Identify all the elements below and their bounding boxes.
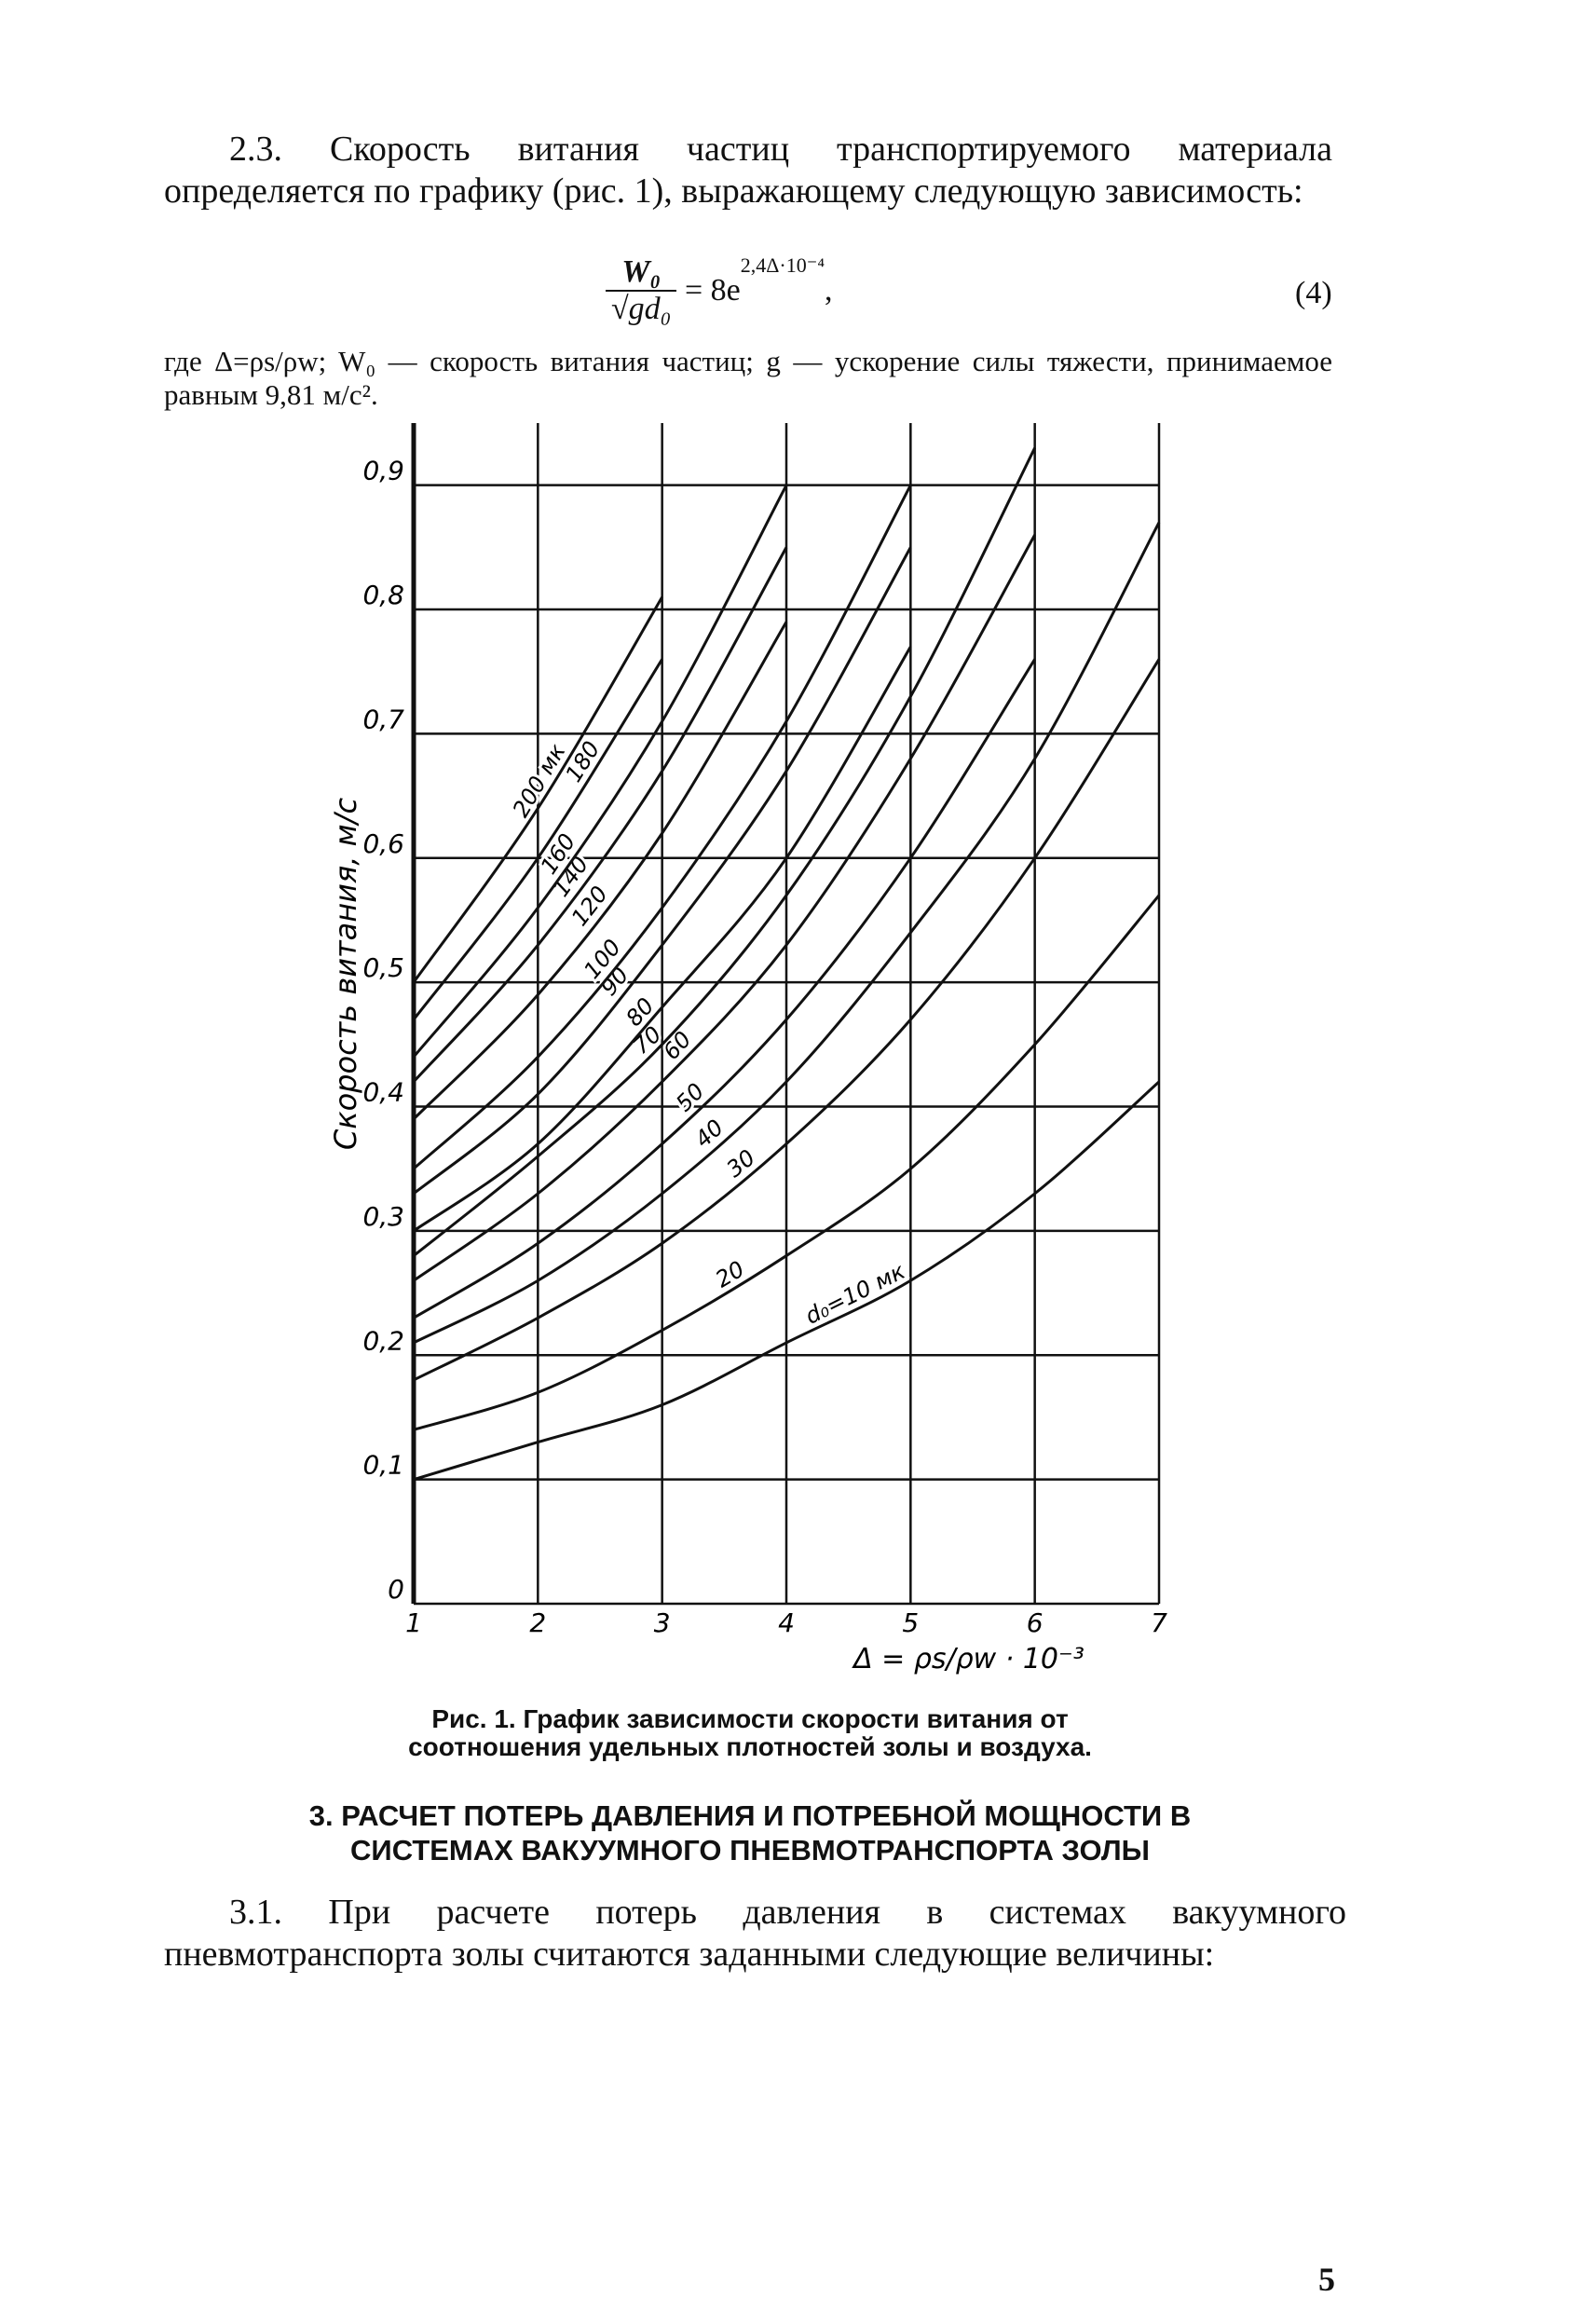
chart: 0 0,1 0,2 0,3 0,4 0,5 0,6 0,7 0,8 0,9 1 2 3 4 5 6 7 Δ = ρ… bbox=[328, 423, 1167, 1675]
y-axis-label: Скорость витания, м/с bbox=[328, 798, 363, 1151]
y-tick-label: 0,9 bbox=[362, 456, 404, 486]
equation-number: (4) bbox=[1295, 276, 1332, 310]
rhs: = 8e bbox=[684, 273, 741, 308]
curve-label: 200 мк bbox=[508, 739, 571, 822]
x-tick-label: 5 bbox=[902, 1607, 919, 1638]
y-tick-label: 0,6 bbox=[362, 828, 404, 859]
curve-label: 60 bbox=[658, 1026, 696, 1064]
x-tick-label: 4 bbox=[778, 1607, 795, 1638]
curve bbox=[413, 534, 1036, 1282]
x-tick-label: 7 bbox=[1151, 1607, 1167, 1638]
curve bbox=[413, 521, 1161, 1345]
curve bbox=[413, 447, 1037, 1257]
curve bbox=[413, 894, 1161, 1431]
curve-label: 30 bbox=[722, 1144, 760, 1183]
x-axis-label: Δ = ρs/ρw · 10⁻³ bbox=[852, 1643, 1084, 1675]
fraction: W₀ √gd₀ bbox=[606, 254, 677, 327]
curve-label: 40 bbox=[690, 1114, 729, 1153]
page-number: 5 bbox=[1318, 2261, 1335, 2298]
x-tick-label: 2 bbox=[529, 1607, 546, 1638]
y-tick-label: 0,8 bbox=[362, 580, 404, 610]
y-tick-label: 0,4 bbox=[362, 1077, 404, 1108]
curve bbox=[412, 658, 663, 1021]
curve bbox=[413, 1080, 1161, 1482]
section-heading: 3. РАСЧЕТ ПОТЕРЬ ДАВЛЕНИЯ И ПОТРЕБНОЙ МО… bbox=[308, 1799, 1192, 1867]
curve bbox=[412, 484, 788, 1059]
curve bbox=[412, 621, 788, 1120]
y-tick-label: 0,1 bbox=[362, 1450, 404, 1481]
caption: Рис. 1. График зависимости скорости вита… bbox=[408, 1704, 1092, 1761]
y-tick-label: 0,2 bbox=[362, 1325, 404, 1356]
y-tick-label: 0,7 bbox=[362, 704, 404, 734]
y-tick-label: 0,3 bbox=[362, 1201, 404, 1232]
curve-label: 50 bbox=[671, 1078, 709, 1116]
x-tick-label: 1 bbox=[405, 1607, 422, 1638]
paragraph: 2.3. Скорость витания частиц транспортир… bbox=[164, 130, 1332, 211]
curve bbox=[413, 546, 912, 1196]
curve bbox=[412, 546, 788, 1083]
y-tick-label: 0,5 bbox=[362, 952, 404, 983]
x-tick-label: 6 bbox=[1027, 1607, 1044, 1638]
numerator: W₀ bbox=[606, 254, 677, 293]
curve bbox=[413, 646, 912, 1233]
curve-label: 20 bbox=[711, 1256, 749, 1293]
formula: W₀ √gd₀ = 8e2,4Δ·10⁻⁴, bbox=[606, 253, 833, 327]
curve bbox=[413, 658, 1161, 1382]
x-tick-label: 3 bbox=[654, 1607, 671, 1638]
exponent: 2,4Δ·10⁻⁴ bbox=[740, 253, 825, 277]
curve bbox=[413, 658, 1036, 1320]
paragraph: 3.1. При расчете потерь давления в систе… bbox=[164, 1893, 1346, 1974]
where-text: где Δ=ρs/ρw; W₀ — скорость витания части… bbox=[164, 345, 1332, 411]
curve-label: d₀=10 мк bbox=[801, 1258, 909, 1330]
denominator: √gd₀ bbox=[611, 292, 672, 327]
comma: , bbox=[825, 273, 833, 308]
curve bbox=[412, 484, 912, 1170]
curve-label: 80 bbox=[621, 992, 659, 1031]
curve bbox=[412, 595, 663, 984]
y-tick-label: 0 bbox=[388, 1574, 404, 1605]
